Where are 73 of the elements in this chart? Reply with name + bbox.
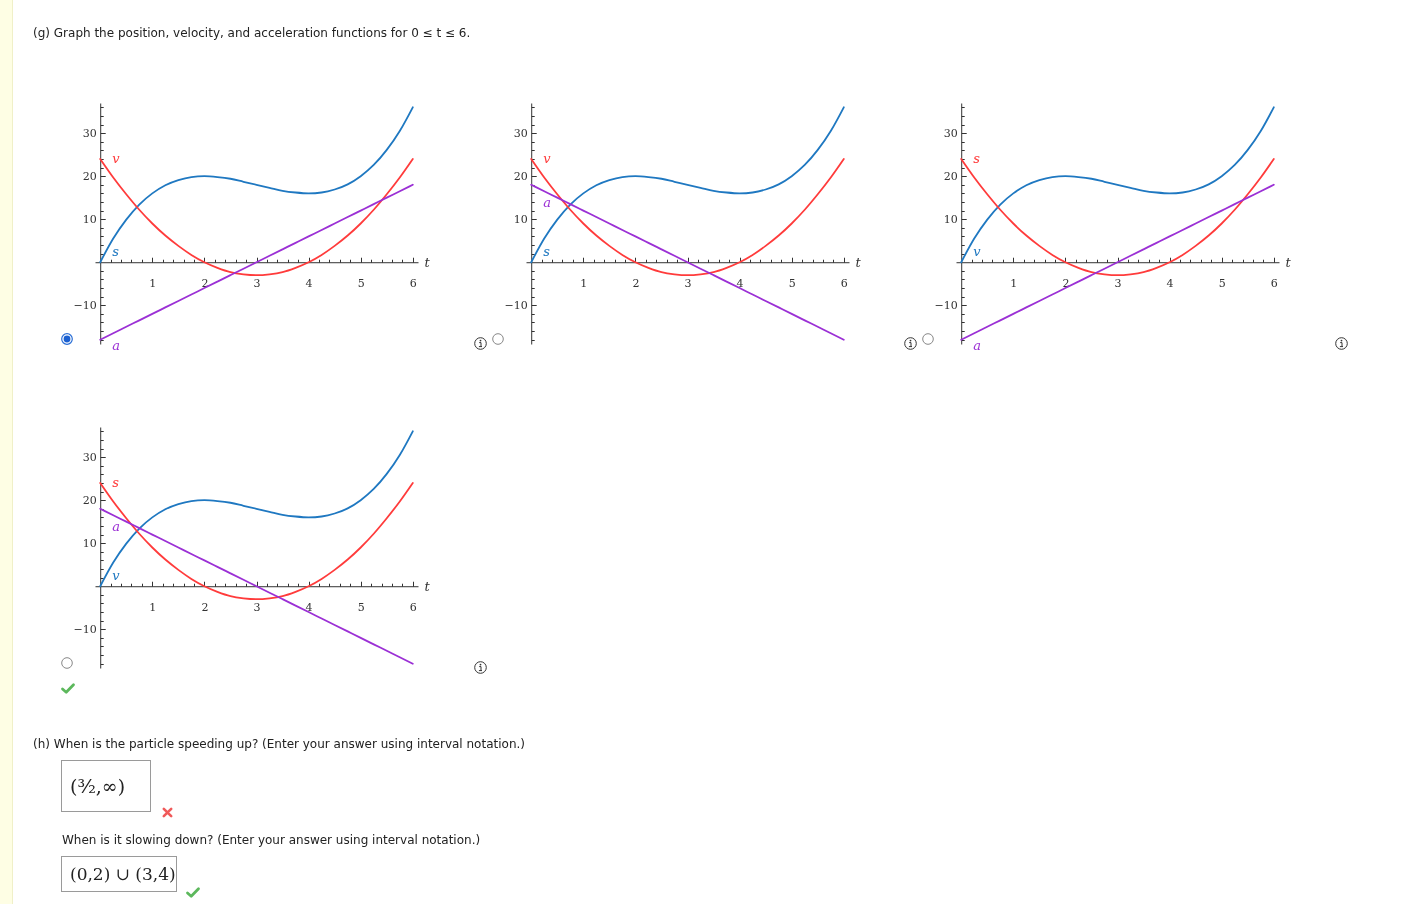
x-tick-label: 4 bbox=[736, 276, 744, 290]
x-tick-label: 4 bbox=[305, 276, 313, 290]
series-label: s bbox=[112, 244, 120, 260]
y-tick-label: 10 bbox=[943, 212, 958, 226]
y-tick-label: 20 bbox=[82, 493, 97, 507]
y-tick-label: 30 bbox=[513, 126, 528, 140]
x-tick-label: 3 bbox=[253, 600, 261, 614]
x-tick-label: 3 bbox=[684, 276, 691, 290]
y-tick-label: 10 bbox=[82, 212, 97, 226]
text: (g) Graph the position, velocity, and acceleration functions for 0 ≤ t ≤ 6. bbox=[33, 25, 471, 41]
series-label: a bbox=[112, 518, 120, 534]
x-tick-label: 1 bbox=[149, 276, 157, 290]
x-tick-label: 6 bbox=[409, 276, 417, 290]
y-tick-label: 20 bbox=[82, 169, 97, 183]
line-series bbox=[960, 183, 1275, 341]
x-tick-label: 3 bbox=[253, 276, 261, 290]
x-tick-label: 3 bbox=[1114, 276, 1122, 290]
line-series bbox=[99, 158, 414, 277]
series-label: s bbox=[542, 244, 550, 260]
y-tick-label: 20 bbox=[513, 169, 528, 183]
x-tick-label: 4 bbox=[1166, 276, 1174, 290]
answer-field: (³⁄₂,∞) bbox=[61, 760, 151, 812]
x-tick-label: 5 bbox=[788, 276, 796, 290]
line-series bbox=[99, 430, 414, 588]
y-tick-label: 30 bbox=[82, 126, 97, 140]
x-tick-label: 5 bbox=[357, 600, 365, 614]
y-tick-label: 20 bbox=[943, 169, 958, 183]
x-tick-label: 2 bbox=[1062, 276, 1070, 290]
answer-field: (0,2) ∪ (3,4) bbox=[61, 856, 177, 892]
x-tick-label: 1 bbox=[1010, 276, 1018, 290]
series-label: s bbox=[112, 474, 120, 490]
x-tick-label: 1 bbox=[579, 276, 587, 290]
x-axis-title: t bbox=[424, 254, 431, 270]
line-series bbox=[99, 183, 414, 341]
x-axis-title: t bbox=[1285, 254, 1292, 270]
line-series bbox=[529, 158, 845, 277]
y-tick-label: 10 bbox=[82, 536, 97, 550]
x-axis-title: t bbox=[424, 578, 431, 594]
line-series bbox=[99, 106, 414, 264]
x-tick-label: 2 bbox=[201, 276, 209, 290]
text: (h) When is the particle speeding up? (Enter your answer using interval notation.) bbox=[33, 736, 526, 752]
x-tick-label: 5 bbox=[1218, 276, 1226, 290]
text: When is it slowing down? (Enter your answer using interval notation.) bbox=[62, 832, 481, 848]
x-tick-label: 4 bbox=[305, 600, 313, 614]
series-label: s bbox=[973, 150, 981, 166]
x-tick-label: 1 bbox=[149, 600, 157, 614]
x-tick-label: 2 bbox=[201, 600, 209, 614]
series-label: v bbox=[112, 568, 121, 584]
series-label: a bbox=[542, 194, 551, 210]
line-series bbox=[99, 482, 414, 601]
y-tick-label: 10 bbox=[513, 212, 528, 226]
series-label: a bbox=[973, 337, 981, 353]
series-label: v bbox=[542, 150, 551, 166]
x-tick-label: 2 bbox=[631, 276, 639, 290]
x-tick-label: 6 bbox=[409, 600, 417, 614]
series-label: a bbox=[112, 337, 120, 353]
y-tick-label: −10 bbox=[934, 298, 958, 312]
x-tick-label: 6 bbox=[1270, 276, 1278, 290]
line-series bbox=[960, 106, 1275, 264]
series-label: v bbox=[973, 244, 982, 260]
line-series bbox=[529, 183, 845, 341]
line-series bbox=[960, 158, 1275, 277]
y-tick-label: −10 bbox=[503, 298, 528, 312]
x-axis-title: t bbox=[855, 254, 861, 270]
x-tick-label: 6 bbox=[840, 276, 848, 290]
line-series bbox=[99, 507, 414, 665]
y-tick-label: 30 bbox=[943, 126, 958, 140]
y-tick-label: −10 bbox=[73, 622, 97, 636]
series-label: v bbox=[112, 150, 121, 166]
line-series bbox=[529, 106, 845, 264]
x-tick-label: 5 bbox=[357, 276, 365, 290]
y-tick-label: −10 bbox=[73, 298, 97, 312]
y-tick-label: 30 bbox=[82, 450, 97, 464]
